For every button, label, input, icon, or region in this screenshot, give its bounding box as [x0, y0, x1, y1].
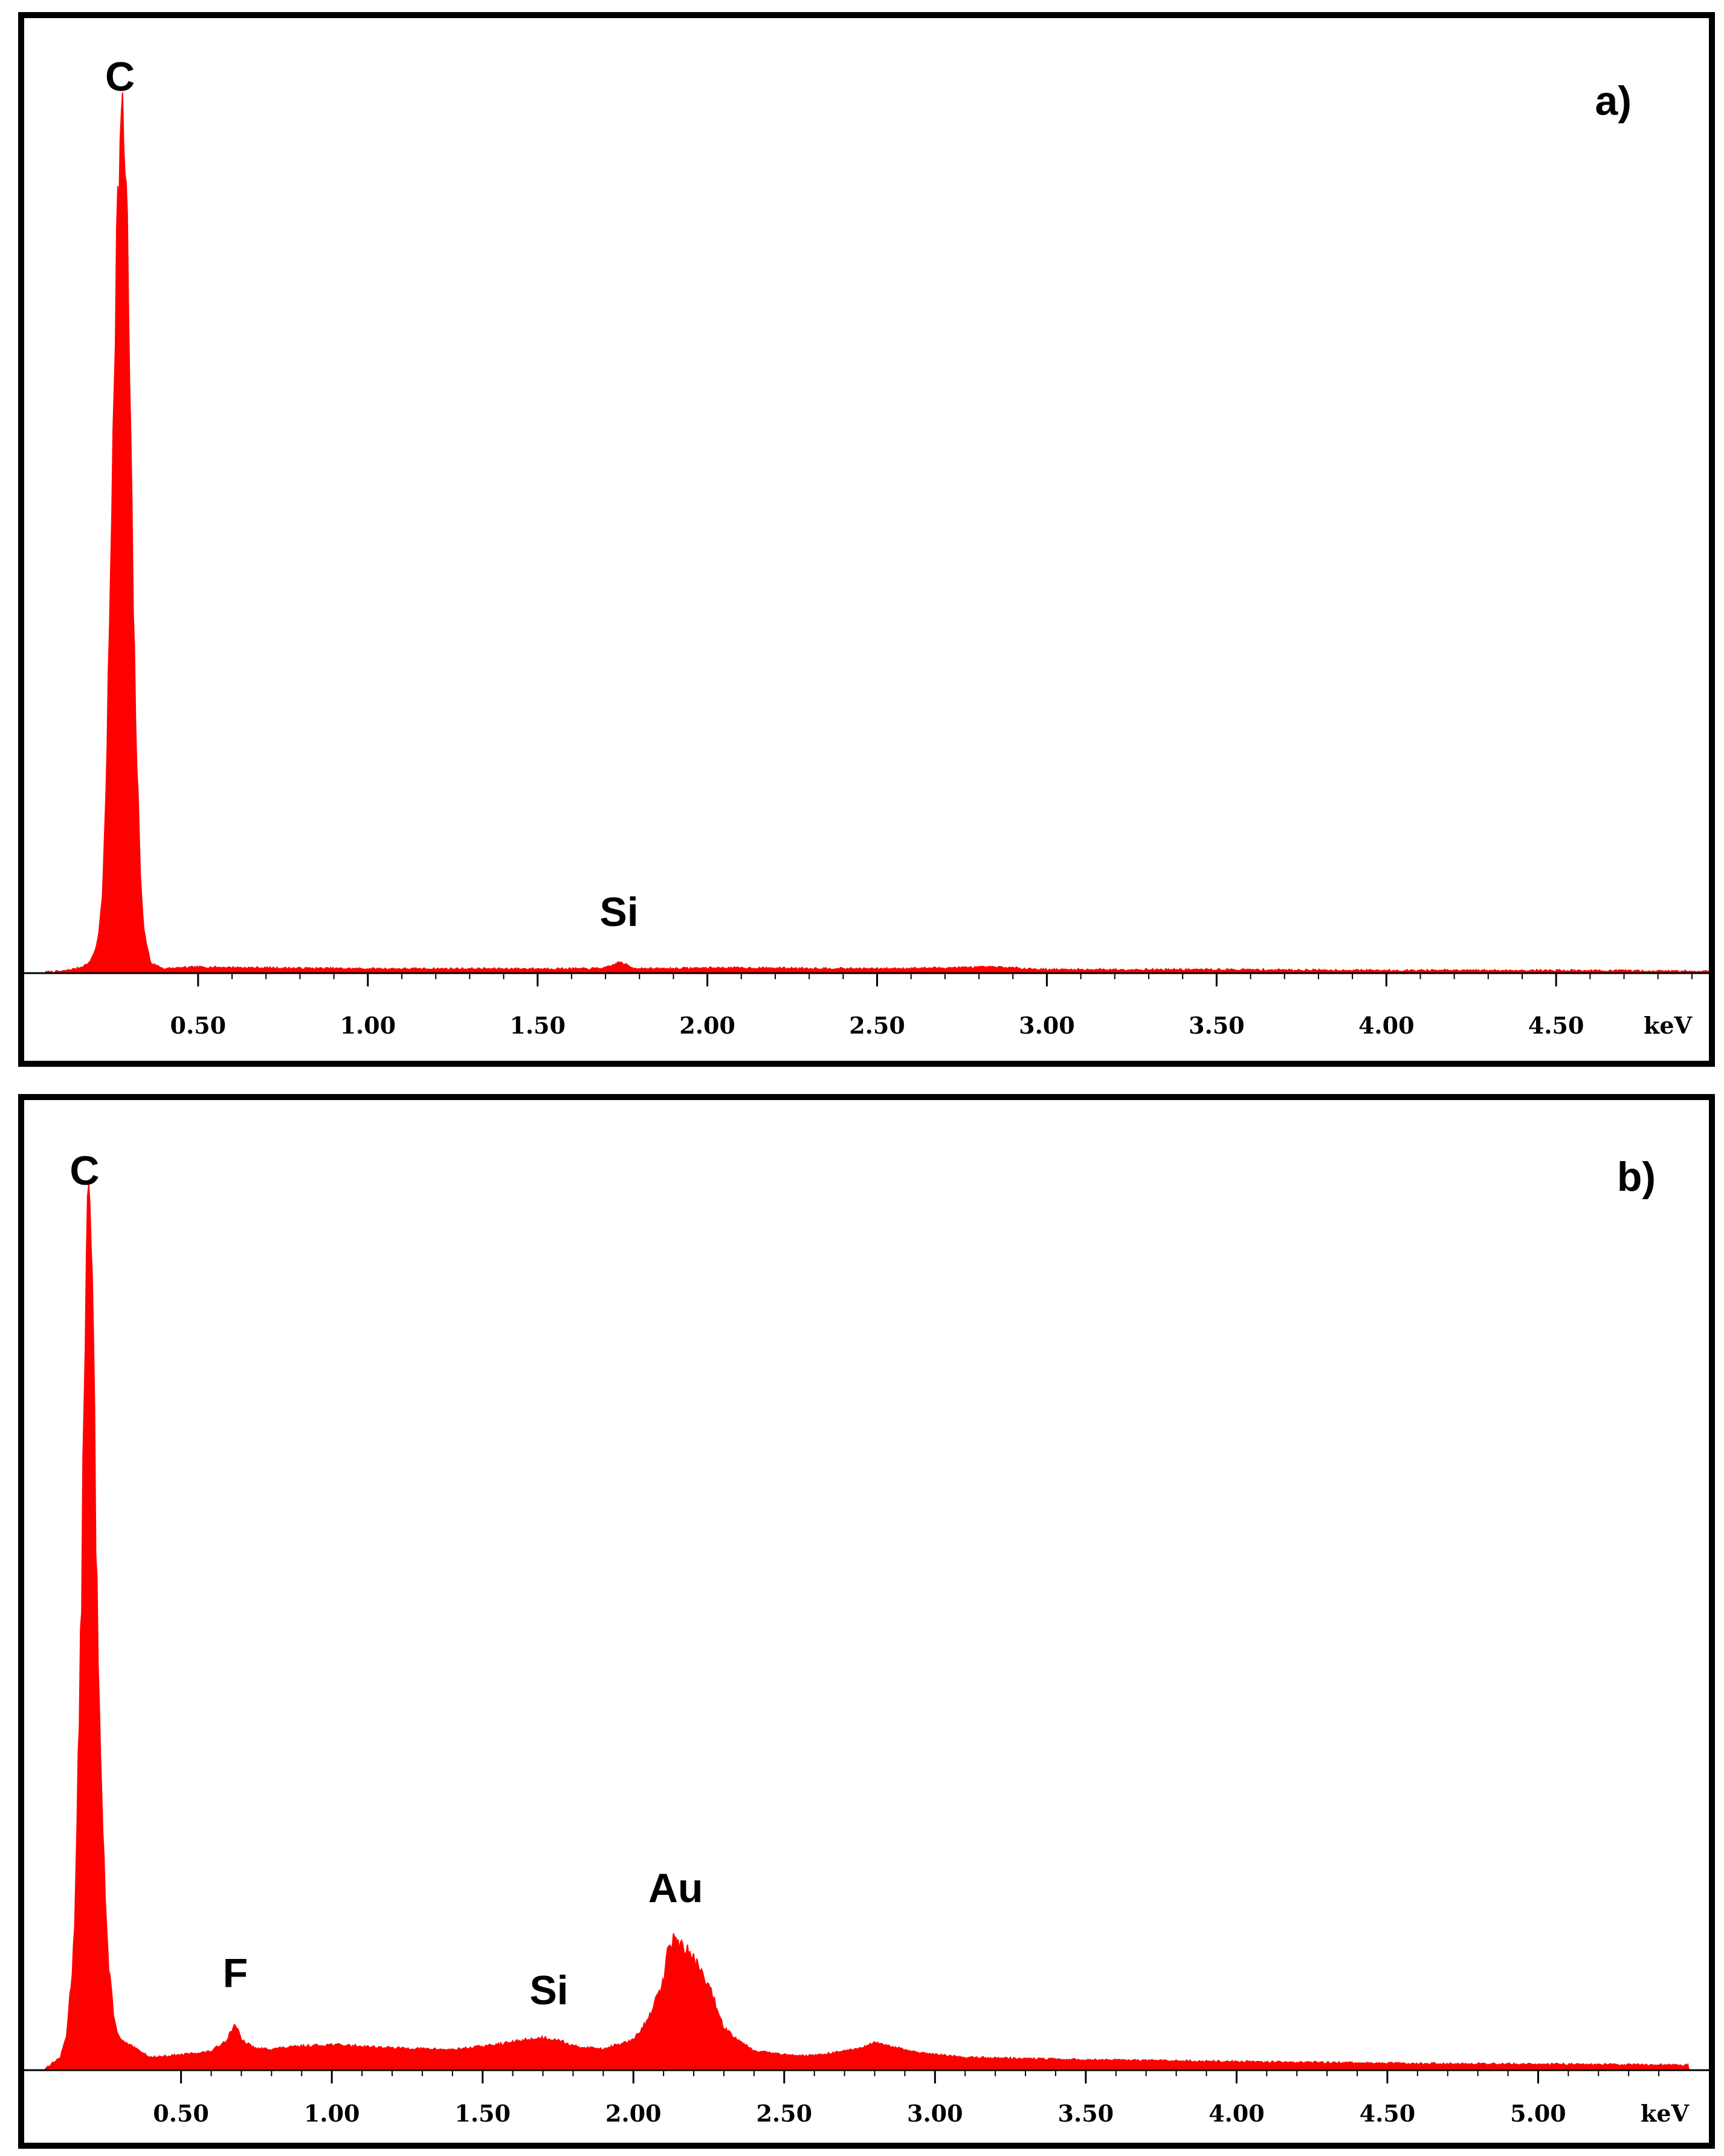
- x-tick-label: 1.50: [509, 1012, 566, 1039]
- spectrum-panel-b: 0.50 1.00 1.50 2.00 2.50 3.00 3.50 4.00 4.50 5.00…: [18, 1094, 1715, 2149]
- x-tick-label: 3.50: [1189, 1012, 1245, 1039]
- peak-label-f: F: [223, 1950, 248, 1996]
- peak-label-si: Si: [599, 889, 638, 935]
- x-tick-label: 1.50: [454, 2100, 511, 2127]
- panel-label: a): [1595, 78, 1632, 124]
- x-tick-label: 0.50: [153, 2100, 209, 2127]
- peak-label-au: Au: [648, 1865, 703, 1911]
- x-tick-label: 2.50: [849, 1012, 905, 1039]
- x-axis-unit-label: keV: [1641, 2100, 1690, 2127]
- spectrum-series: [45, 1184, 1690, 2071]
- x-tick-label: 4.00: [1358, 1012, 1415, 1039]
- x-tick-label: 2.50: [756, 2100, 812, 2127]
- x-axis-unit-label: keV: [1644, 1012, 1693, 1039]
- spectrum-panel-a: 0.50 1.00 1.50 2.00 2.50 3.00 3.50 4.00 4.50 keV a…: [18, 12, 1715, 1067]
- x-tick-label: 3.50: [1058, 2100, 1114, 2127]
- x-tick-label: 3.00: [907, 2100, 963, 2127]
- x-tick-label: 4.50: [1360, 2100, 1416, 2127]
- peak-label-c: C: [69, 1148, 99, 1194]
- x-tick-label: 0.50: [170, 1012, 227, 1039]
- spectrum-series: [45, 92, 1709, 974]
- spectrum-chart-a: 0.50 1.00 1.50 2.00 2.50 3.00 3.50 4.00 4.50 keV a…: [24, 54, 1709, 1039]
- x-tick-label: 5.00: [1510, 2100, 1566, 2127]
- panel-label: b): [1617, 1154, 1656, 1200]
- x-tick-label: 4.00: [1209, 2100, 1265, 2127]
- x-tick-label: 3.00: [1019, 1012, 1075, 1039]
- x-tick-label: 1.00: [304, 2100, 360, 2127]
- x-tick-label: 2.00: [679, 1012, 735, 1039]
- peak-label-c: C: [105, 54, 135, 100]
- x-tick-label: 2.00: [605, 2100, 662, 2127]
- x-tick-label: 4.50: [1528, 1012, 1584, 1039]
- peak-label-si: Si: [529, 1967, 568, 2013]
- x-tick-label: 1.00: [340, 1012, 396, 1039]
- spectrum-chart-b: 0.50 1.00 1.50 2.00 2.50 3.00 3.50 4.00 4.50 5.00…: [24, 1148, 1709, 2127]
